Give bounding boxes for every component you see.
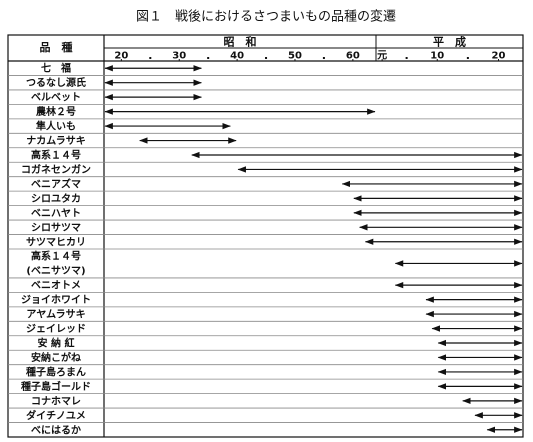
- row-label: (ベニサツマ): [26, 265, 85, 277]
- minor-tick: [466, 57, 469, 59]
- row-label: 安 納 紅: [38, 337, 75, 350]
- row-label: ベルベット: [31, 92, 81, 104]
- row-label: 隼人いも: [35, 120, 76, 133]
- row-label: ジェイレッド: [26, 323, 86, 335]
- row-label: ベニオトメ: [31, 280, 81, 292]
- row-label: ベニハヤト: [31, 207, 81, 219]
- x-tick-label: 40: [230, 51, 244, 62]
- row-label: 農林２号: [36, 105, 76, 118]
- row-label: 高系１４号: [31, 149, 81, 162]
- row-label: アヤムラサキ: [26, 309, 85, 321]
- chart-title: 図１ 戦後におけるさつまいもの品種の変遷: [136, 9, 396, 25]
- minor-tick: [149, 57, 152, 59]
- x-tick-label: 50: [288, 51, 302, 62]
- row-label: 高系１４号: [31, 250, 81, 263]
- row-label: サツマヒカリ: [26, 236, 86, 248]
- x-tick-label: 20: [492, 51, 506, 62]
- row-label: ダイチノユメ: [26, 409, 86, 422]
- minor-tick: [405, 57, 408, 59]
- row-label: コガネセンガン: [21, 163, 91, 176]
- row-label: シロサツマ: [31, 222, 81, 234]
- row-label: 七 福: [41, 62, 71, 75]
- row-label: コナホマレ: [31, 395, 81, 407]
- row-label: 安納こがね: [31, 351, 81, 364]
- era-label: 平 成: [433, 35, 466, 49]
- row-label: 種子島ろまん: [26, 365, 86, 378]
- row-label: ベニアズマ: [31, 177, 81, 190]
- x-tick-label: 10: [430, 51, 444, 62]
- era-label: 昭 和: [224, 35, 257, 49]
- minor-tick: [265, 57, 268, 59]
- frame: [7, 34, 524, 438]
- row-label: ジョイホワイト: [21, 294, 91, 306]
- minor-tick: [207, 57, 210, 59]
- x-tick-label: 20: [114, 51, 128, 62]
- x-tick-label: 30: [172, 51, 186, 62]
- row-label: べにはるか: [31, 424, 81, 436]
- row-label: つるなし源氏: [26, 76, 86, 89]
- row-label: シロユタカ: [31, 193, 81, 205]
- x-tick-label: 60: [346, 51, 360, 62]
- minor-tick: [322, 57, 325, 59]
- x-tick-label: 元: [377, 50, 387, 62]
- label-header: 品 種: [40, 40, 73, 54]
- row-label: ナカムラサキ: [26, 135, 86, 147]
- row-label: 種子島ゴールド: [21, 380, 91, 393]
